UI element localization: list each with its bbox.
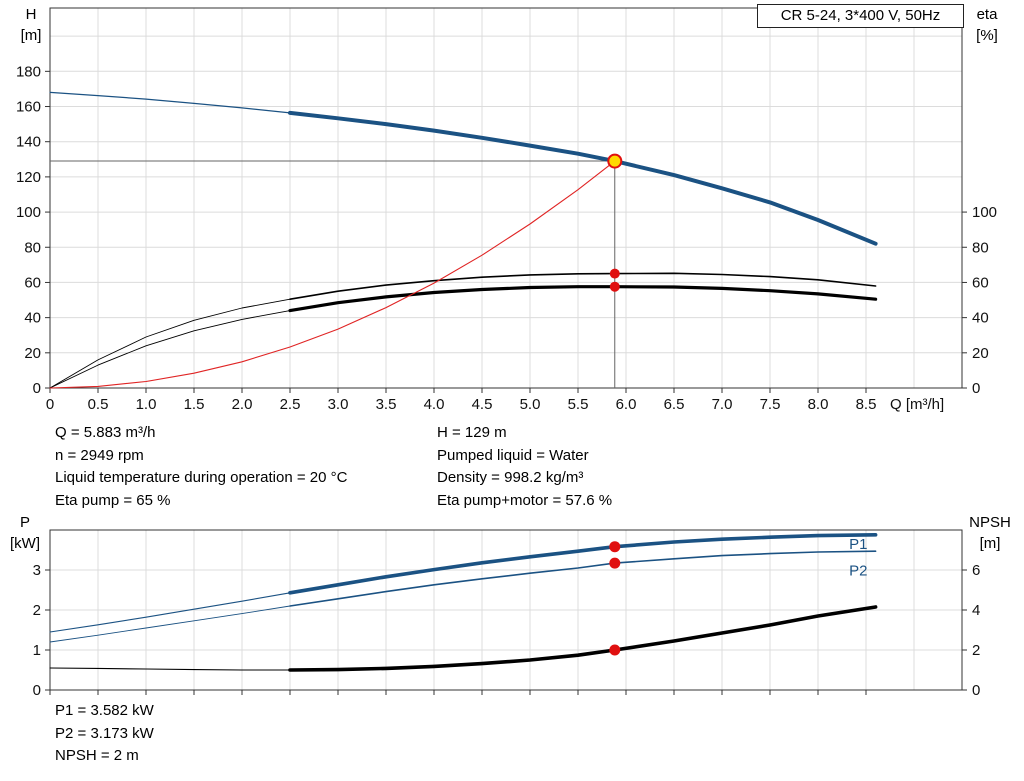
npsh-axis-unit: [m]	[979, 535, 1001, 552]
p1-marker	[609, 541, 621, 553]
speed-value: n = 2949 rpm	[55, 446, 144, 464]
y-left-tick-label: 40	[24, 310, 41, 327]
y-right-tick-label: 60	[972, 274, 989, 291]
x-tick-label: 6.0	[616, 396, 637, 413]
x-tick-label: 2.0	[232, 396, 253, 413]
series-label-p1: P1	[849, 536, 867, 553]
series-label-p2: P2	[849, 563, 867, 580]
head-axis-label: H [m]	[10, 4, 52, 46]
y-left-tick-label: 80	[24, 239, 41, 256]
x-tick-label: 4.5	[472, 396, 493, 413]
head-efficiency-chart: 0 0.5 1.0 1.5 2.0 2.5 3.0 3.5 4.0 4.5 5.0 5.5 6.0 6.5…	[16, 7, 997, 413]
curve-p1	[288, 532, 878, 595]
x-tick-label: 8.5	[856, 396, 877, 413]
npsh-axis-symbol: NPSH	[969, 514, 1011, 531]
y-left-tick-label: 1	[33, 642, 41, 659]
eta-pump-value: Eta pump = 65 %	[55, 491, 171, 509]
y-right-tick-label: 4	[972, 602, 980, 619]
curve-npsh	[288, 605, 878, 672]
y-left-tick-label: 20	[24, 345, 41, 362]
pumped-liquid-value: Pumped liquid = Water	[437, 446, 589, 464]
curve-eta-pump	[49, 298, 291, 389]
plot-frame	[49, 7, 963, 389]
x-tick-label: 4.0	[424, 396, 445, 413]
x-axis-unit-label: Q [m³/h]	[890, 396, 944, 413]
x-tick-label: 3.5	[376, 396, 397, 413]
curve-head	[288, 110, 878, 246]
npsh-value: NPSH = 2 m	[55, 747, 139, 764]
y-right-tick-label: 20	[972, 345, 989, 362]
eta-axis-label: eta [%]	[962, 4, 1012, 46]
p1-value: P1 = 3.582 kW	[55, 702, 154, 719]
curve-head	[49, 91, 291, 114]
x-tick-label: 7.0	[712, 396, 733, 413]
power-axis-symbol: P	[19, 514, 30, 531]
x-tick-label: 0.5	[88, 396, 109, 413]
y-right-tick-label: 80	[972, 239, 989, 256]
eta-axis-unit: [%]	[976, 27, 998, 44]
x-tick-label: 8.0	[808, 396, 829, 413]
liquid-temperature-value: Liquid temperature during operation = 20…	[55, 469, 348, 486]
y-left-tick-label: 2	[33, 602, 41, 619]
eta-pump-motor-marker	[609, 281, 620, 292]
duty-point-marker[interactable]	[607, 153, 623, 169]
y-left-tick-label: 0	[33, 682, 41, 699]
curve-p2	[289, 550, 877, 607]
curve-eta-pump-motor	[49, 310, 291, 389]
duty-info-right-column: H = 129 m Pumped liquid = Water Density …	[437, 422, 612, 512]
head-value: H = 129 m	[437, 424, 507, 441]
eta-axis-symbol: eta	[976, 6, 998, 23]
y-left-tick-label: 100	[16, 204, 41, 221]
x-tick-label: 5.0	[520, 396, 541, 413]
eta-pump-marker	[609, 268, 620, 279]
p2-value: P2 = 3.173 kW	[55, 724, 154, 742]
y-right-tick-label: 2	[972, 642, 980, 659]
npsh-axis-label: NPSH [m]	[958, 512, 1022, 554]
y-left-tick-label: 120	[16, 169, 41, 186]
density-value: Density = 998.2 kg/m³	[437, 469, 584, 486]
power-axis-label: P [kW]	[2, 512, 48, 554]
x-tick-label: 3.0	[328, 396, 349, 413]
y-left-tick-label: 140	[16, 134, 41, 151]
power-info-column: P1 = 3.582 kW P2 = 3.173 kW NPSH = 2 m	[55, 700, 154, 768]
x-tick-label: 2.5	[280, 396, 301, 413]
x-tick-label: 5.5	[568, 396, 589, 413]
y-left-tick-label: 3	[33, 562, 41, 579]
y-right-tick-label: 0	[972, 380, 980, 397]
y-left-tick-label: 160	[16, 99, 41, 116]
curve-system-curve	[49, 160, 616, 389]
eta-pump-motor-value: Eta pump+motor = 57.6 %	[437, 491, 613, 509]
x-tick-label: 0	[46, 396, 54, 413]
curve-npsh	[49, 667, 291, 671]
curve-p2	[49, 605, 291, 643]
y-left-tick-label: 0	[33, 380, 41, 397]
duty-info-left-column: Q = 5.883 m³/h n = 2949 rpm Liquid tempe…	[55, 422, 347, 512]
power-axis-unit: [kW]	[10, 535, 40, 552]
x-tick-label: 6.5	[664, 396, 685, 413]
y-right-tick-label: 0	[972, 682, 980, 699]
x-tick-label: 7.5	[760, 396, 781, 413]
x-tick-label: 1.5	[184, 396, 205, 413]
y-left-tick-label: 180	[16, 63, 41, 80]
y-right-tick-label: 6	[972, 562, 980, 579]
power-npsh-chart: 0 1 2 3 0 2 4 6 P1 P2	[33, 529, 980, 699]
y-left-tick-label: 60	[24, 274, 41, 291]
curve-p1	[49, 592, 291, 633]
x-tick-label: 1.0	[136, 396, 157, 413]
head-axis-symbol: H	[25, 6, 37, 23]
y-right-tick-label: 100	[972, 204, 997, 221]
head-axis-unit: [m]	[20, 27, 42, 44]
curve-eta-pump	[289, 272, 877, 301]
p2-marker	[609, 557, 621, 569]
curve-eta-pump-motor	[288, 285, 878, 313]
npsh-marker	[609, 644, 621, 656]
pump-model-title: CR 5-24, 3*400 V, 50Hz	[757, 4, 964, 28]
flow-value: Q = 5.883 m³/h	[55, 424, 156, 441]
y-right-tick-label: 40	[972, 310, 989, 327]
